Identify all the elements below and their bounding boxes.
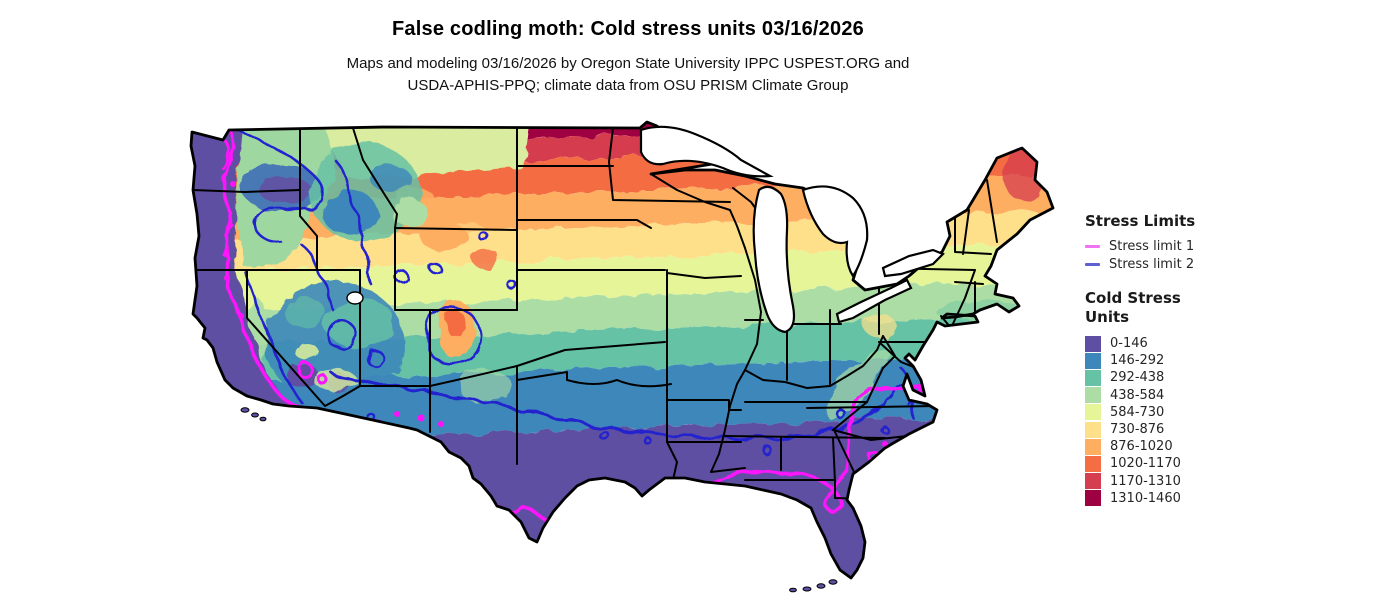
legend-class-row: 730-876 (1085, 421, 1385, 438)
lake-ontario (881, 248, 945, 278)
state-borders (192, 127, 998, 501)
class-swatch (1085, 421, 1101, 438)
legend-class-row: 1020-1170 (1085, 455, 1385, 472)
legend-class-row: 0-146 (1085, 335, 1385, 352)
class-range-label: 876-1020 (1110, 439, 1173, 455)
legend-class-row: 1170-1310 (1085, 473, 1385, 490)
lake-superior (639, 125, 774, 178)
cold-stress-classes: 0-146 146-292 292-438 438-584 584-730 73… (1085, 335, 1385, 507)
stress-limit-1-label: Stress limit 1 (1109, 239, 1195, 254)
class-range-label: 438-584 (1110, 387, 1165, 403)
great-salt-lake (346, 291, 364, 305)
class-swatch (1085, 387, 1101, 404)
class-range-label: 292-438 (1110, 370, 1165, 386)
stress-limit-1-line-swatch (1085, 245, 1100, 248)
legend-item-stress-limit-2: Stress limit 2 (1085, 256, 1385, 273)
subtitle-line-1: Maps and modeling 03/16/2026 by Oregon S… (346, 55, 910, 72)
islands (240, 407, 838, 593)
legend-item-stress-limit-1: Stress limit 1 (1085, 238, 1385, 255)
legend-class-row: 876-1020 (1085, 438, 1385, 455)
us-map-svg (189, 120, 1055, 593)
class-swatch (1085, 438, 1101, 455)
raster-bands (191, 122, 1053, 578)
subtitle-line-2: USDA-APHIS-PPQ; climate data from OSU PR… (407, 77, 849, 94)
legend-class-row: 292-438 (1085, 369, 1385, 386)
header: False codling moth: Cold stress units 03… (0, 0, 1256, 97)
class-swatch (1085, 352, 1101, 369)
page-title: False codling moth: Cold stress units 03… (392, 18, 864, 40)
class-swatch (1085, 490, 1101, 507)
class-swatch (1085, 369, 1101, 386)
stress-limit-2-label: Stress limit 2 (1109, 257, 1195, 272)
lake-michigan (752, 185, 796, 334)
class-range-label: 1170-1310 (1110, 473, 1181, 489)
legend-class-row: 146-292 (1085, 352, 1385, 369)
class-range-label: 0-146 (1110, 336, 1148, 352)
class-swatch (1085, 455, 1101, 472)
class-range-label: 730-876 (1110, 422, 1165, 438)
great-lakes (346, 125, 945, 334)
stress-limit-1-dots (224, 181, 888, 447)
class-range-label: 584-730 (1110, 404, 1165, 420)
legend-class-row: 584-730 (1085, 404, 1385, 421)
legend: Stress Limits Stress limit 1 Stress limi… (1085, 212, 1385, 507)
us-cold-stress-map (185, 118, 1065, 594)
class-swatch (1085, 335, 1101, 352)
subtitle: Maps and modeling 03/16/2026 by Oregon S… (0, 53, 1256, 97)
class-swatch (1085, 473, 1101, 490)
legend-class-row: 1310-1460 (1085, 490, 1385, 507)
class-swatch (1085, 404, 1101, 421)
class-range-label: 146-292 (1110, 353, 1165, 369)
class-range-label: 1310-1460 (1110, 490, 1181, 506)
class-range-label: 1020-1170 (1110, 456, 1181, 472)
legend-class-row: 438-584 (1085, 387, 1385, 404)
stress-limit-2-line-swatch (1085, 263, 1100, 266)
lake-erie (835, 278, 913, 324)
cold-stress-units-title: Cold Stress Units (1085, 289, 1181, 326)
stress-limits-title: Stress Limits (1085, 212, 1196, 230)
lake-huron (801, 185, 869, 278)
